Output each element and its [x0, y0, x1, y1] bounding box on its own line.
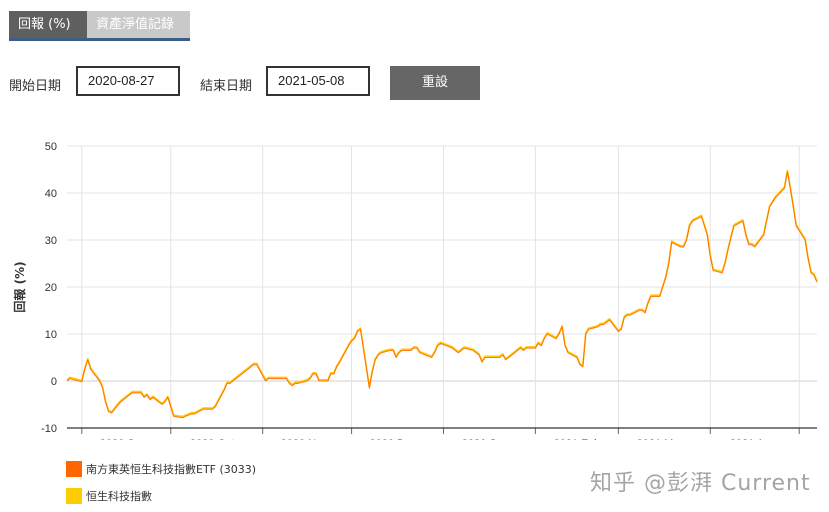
- date-range-bar: 開始日期 2020-08-27 結束日期 2021-05-08 重設: [0, 66, 829, 102]
- x-tick-label: 2021 Feb: [554, 438, 600, 440]
- start-date-label: 開始日期: [9, 79, 62, 94]
- y-tick-label: 30: [45, 235, 57, 247]
- y-axis-title: 回報 (%): [12, 261, 27, 312]
- reset-button[interactable]: 重設: [390, 66, 480, 100]
- y-tick-label: 20: [45, 282, 57, 294]
- legend-item-index[interactable]: 恒生科技指數: [66, 488, 152, 504]
- x-tick-label: 2020 Dec: [370, 438, 418, 440]
- y-tick-label: 50: [45, 141, 57, 153]
- x-tick-label: 2020 Nov: [281, 438, 329, 440]
- series-lines: [66, 169, 818, 419]
- y-tick-label: -10: [41, 423, 57, 435]
- x-tick-label: 2020 Oct: [190, 438, 235, 440]
- legend-label-etf: 南方東英恒生科技指數ETF (3033): [86, 463, 257, 476]
- watermark: 知乎 @彭湃 Current: [590, 471, 811, 496]
- x-tick-label: 2021 Apr: [730, 438, 774, 440]
- end-date-input[interactable]: 2021-05-08: [266, 66, 370, 96]
- y-tick-label: 40: [45, 188, 57, 200]
- legend-label-index: 恒生科技指數: [86, 490, 152, 503]
- legend-swatch-etf: [66, 461, 82, 477]
- y-tick-label: 10: [45, 329, 57, 341]
- grid-lines: [67, 145, 817, 429]
- end-date-label: 結束日期: [200, 79, 253, 94]
- y-axis: -10 0 10 20 30 40 50: [41, 141, 57, 435]
- legend-item-etf[interactable]: 南方東英恒生科技指數ETF (3033): [66, 461, 256, 477]
- x-tick-label: 2020 Sep: [100, 438, 147, 440]
- tab-nav-history[interactable]: 資產淨值記錄: [87, 11, 190, 41]
- x-tick-label: 2021 Jan: [462, 438, 509, 440]
- series-line-index: [66, 169, 818, 418]
- x-tick-label: 2021 Mar: [637, 438, 684, 440]
- start-date-input[interactable]: 2020-08-27: [76, 66, 180, 96]
- tab-returns[interactable]: 回報 (%): [9, 11, 91, 41]
- series-line-etf: [66, 171, 818, 419]
- legend-swatch-index: [66, 488, 82, 504]
- y-tick-label: 0: [51, 376, 57, 388]
- x-axis: 2020 Sep 2020 Oct 2020 Nov 2020 Dec 2021 Jan…: [67, 427, 817, 440]
